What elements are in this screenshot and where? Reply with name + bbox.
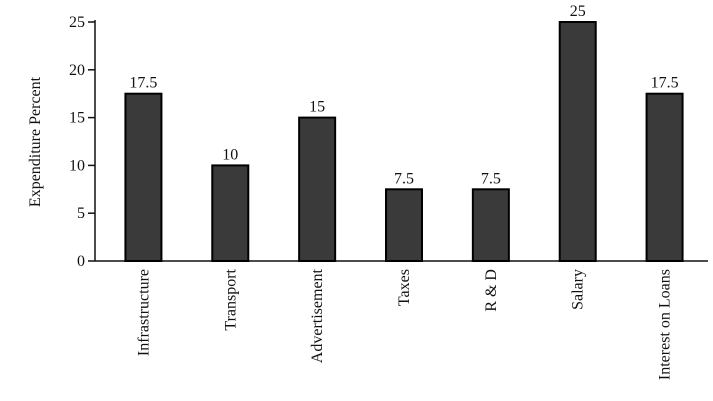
value-label: 17.5	[129, 75, 157, 92]
y-axis-label: Expenditure Percent	[27, 76, 44, 207]
y-tick-label: 20	[69, 62, 85, 79]
value-label: 7.5	[394, 170, 414, 187]
y-tick-label: 5	[77, 205, 85, 222]
bar	[558, 21, 597, 262]
y-tick-label: 25	[69, 14, 85, 31]
x-tick-label: Interest on Loans	[657, 269, 674, 380]
bar	[471, 188, 510, 262]
bar	[211, 164, 250, 262]
value-label: 7.5	[481, 170, 501, 187]
bar	[385, 188, 423, 262]
bar	[124, 92, 163, 262]
value-label: 10	[222, 146, 238, 163]
x-tick-label: Transport	[222, 268, 239, 330]
x-tick-label: R & D	[483, 269, 500, 312]
value-label: 25	[570, 3, 586, 20]
y-tick-label: 15	[69, 110, 85, 127]
y-tick-label: 10	[69, 157, 85, 174]
value-label: 17.5	[651, 75, 679, 92]
bar	[645, 92, 684, 262]
x-tick-label: Infrastructure	[135, 269, 152, 356]
x-tick-label: Taxes	[396, 269, 413, 306]
x-tick-label: Advertisement	[309, 268, 326, 363]
y-tick-label: 0	[77, 253, 85, 270]
x-tick-label: Salary	[570, 269, 587, 310]
bar	[298, 116, 337, 262]
value-label: 15	[309, 99, 325, 116]
